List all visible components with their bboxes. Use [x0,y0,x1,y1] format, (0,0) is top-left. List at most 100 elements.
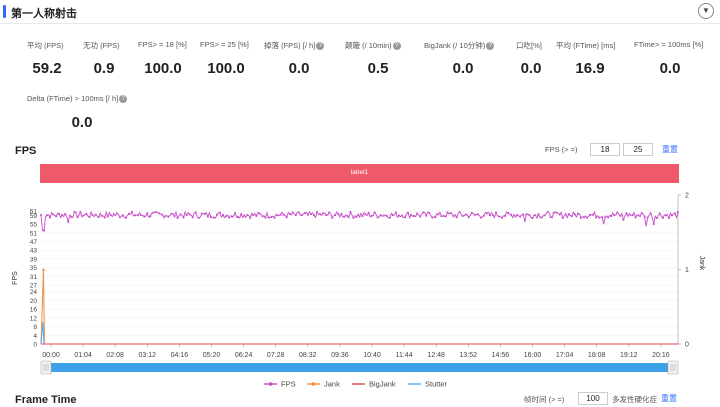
fps-point [52,213,55,216]
fps-point [222,214,224,216]
fps-point [213,216,215,219]
fps-point [115,212,118,215]
fps-point [294,214,297,217]
help-icon[interactable]: ? [316,42,325,51]
y-tick-label: 24 [30,289,38,296]
fps-point [79,211,82,213]
fps-point [346,215,349,217]
fps-point [525,213,528,216]
fps-point [440,215,443,218]
fps-point [97,216,100,218]
fps-point [322,212,324,215]
legend-label: BigJank [369,380,396,389]
help-icon[interactable]: ? [486,42,495,51]
fps-point [598,216,601,219]
fps-point [407,211,409,214]
y-tick-label: 8 [33,324,37,331]
fps-point [586,216,588,219]
fps-point [610,215,613,218]
fps-point [613,214,616,217]
fps-point [179,213,182,216]
fps-point [261,215,264,218]
fps-threshold-25-input[interactable] [623,143,653,156]
fps-point [495,211,497,214]
metric-value: 0.0 [659,60,681,77]
fps-point [634,216,637,219]
y-tick-label: 43 [30,248,38,255]
x-tick-label: 09:36 [331,352,349,359]
label-band[interactable]: label1 [40,164,679,183]
fps-point [46,214,48,217]
fps-point [401,214,403,217]
fps-point [264,216,267,219]
fps-point [358,215,361,218]
frametime-threshold-input[interactable] [578,392,608,405]
fps-point [561,217,564,219]
x-tick-label: 00:00 [42,352,60,359]
y-tick-label: 16 [30,307,38,314]
fps-point [583,216,585,219]
x-tick-label: 02:08 [106,352,124,359]
fps-reset-link[interactable]: 重置 [662,145,678,154]
fps-point [252,214,255,217]
fps-point [243,214,246,217]
fps-point [364,213,367,216]
fps-point [461,215,464,217]
fps-point [352,216,355,219]
y2-tick-label: 0 [685,342,689,349]
fps-point [340,212,343,215]
slider-handle-right [667,360,679,375]
metric-value: 0.5 [367,60,389,77]
fps-point [76,216,79,219]
fps-threshold-18-input[interactable] [590,143,620,156]
chevron-down-icon[interactable]: ▼ [698,3,714,19]
fps-point [246,214,249,216]
fps-point [540,216,543,219]
fps-point [558,213,561,216]
metric-value: 100.0 [144,60,182,77]
fps-point [516,214,519,216]
fps-point [628,213,631,216]
metric-label: 掉落 (FPS) [/ h]? [264,40,325,51]
x-tick-label: 06:24 [235,352,253,359]
frametime-reset-link[interactable]: 重置 [661,394,677,403]
fps-point [100,214,103,217]
y2-tick-label: 1 [685,267,689,274]
fps-point [285,216,288,219]
fps-point [316,211,318,213]
frametime-extra-label: 多发性硬化症 [612,395,657,404]
fps-point [501,216,503,219]
fps-point [64,212,67,215]
fps-point [631,214,634,217]
fps-point [431,216,434,219]
fps-point [170,212,173,215]
metric-value: 0.0 [452,60,474,77]
fps-point [146,212,149,215]
x-tick-label: 12:48 [427,352,445,359]
fps-point [297,211,300,214]
x-tick-label: 18:08 [588,352,606,359]
fps-point [279,213,282,216]
metric-label-text: 无功 (FPS) [83,41,120,50]
fps-point [355,216,358,218]
fps-point [67,221,70,223]
fps-point [134,214,136,217]
slider-handle-left [40,360,52,375]
fps-point [434,216,437,219]
fps-point [564,213,567,216]
metric-label: Delta (FTime) > 100ms [/ h]? [27,94,128,104]
fps-point [619,214,622,217]
help-icon[interactable]: ? [119,95,128,104]
fps-point [425,214,428,217]
fps-point [122,214,124,217]
fps-point [370,215,373,217]
fps-point [546,211,549,213]
y-tick-label: 0 [33,342,37,349]
fps-point [118,216,121,219]
fps-point [91,214,94,217]
fps-point [658,212,661,215]
fps-point [452,215,455,218]
fps-point [385,215,388,217]
fps-point [88,216,91,218]
help-icon[interactable]: ? [392,42,401,51]
